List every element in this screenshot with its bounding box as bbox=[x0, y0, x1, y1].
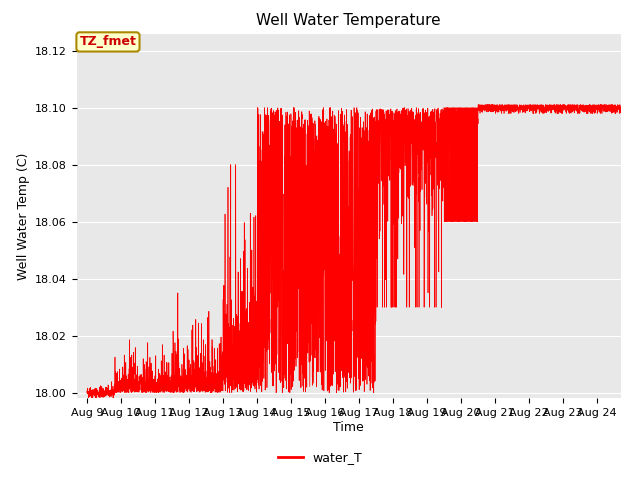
water_T bbox=[380, 117, 387, 123]
Text: TZ_fmet: TZ_fmet bbox=[79, 36, 136, 48]
X-axis label: Time: Time bbox=[333, 421, 364, 434]
water_T bbox=[474, 102, 482, 108]
Line: water_T: water_T bbox=[87, 105, 631, 400]
water_T bbox=[408, 154, 416, 160]
water_T bbox=[549, 102, 557, 108]
Legend: water_T: water_T bbox=[273, 446, 367, 469]
Y-axis label: Well Water Temp (C): Well Water Temp (C) bbox=[17, 152, 29, 280]
Title: Well Water Temperature: Well Water Temperature bbox=[257, 13, 441, 28]
water_T bbox=[196, 384, 204, 390]
water_T bbox=[509, 107, 516, 112]
water_T bbox=[83, 388, 91, 394]
water_T bbox=[627, 102, 635, 108]
water_T bbox=[535, 106, 543, 112]
water_T bbox=[92, 397, 100, 403]
